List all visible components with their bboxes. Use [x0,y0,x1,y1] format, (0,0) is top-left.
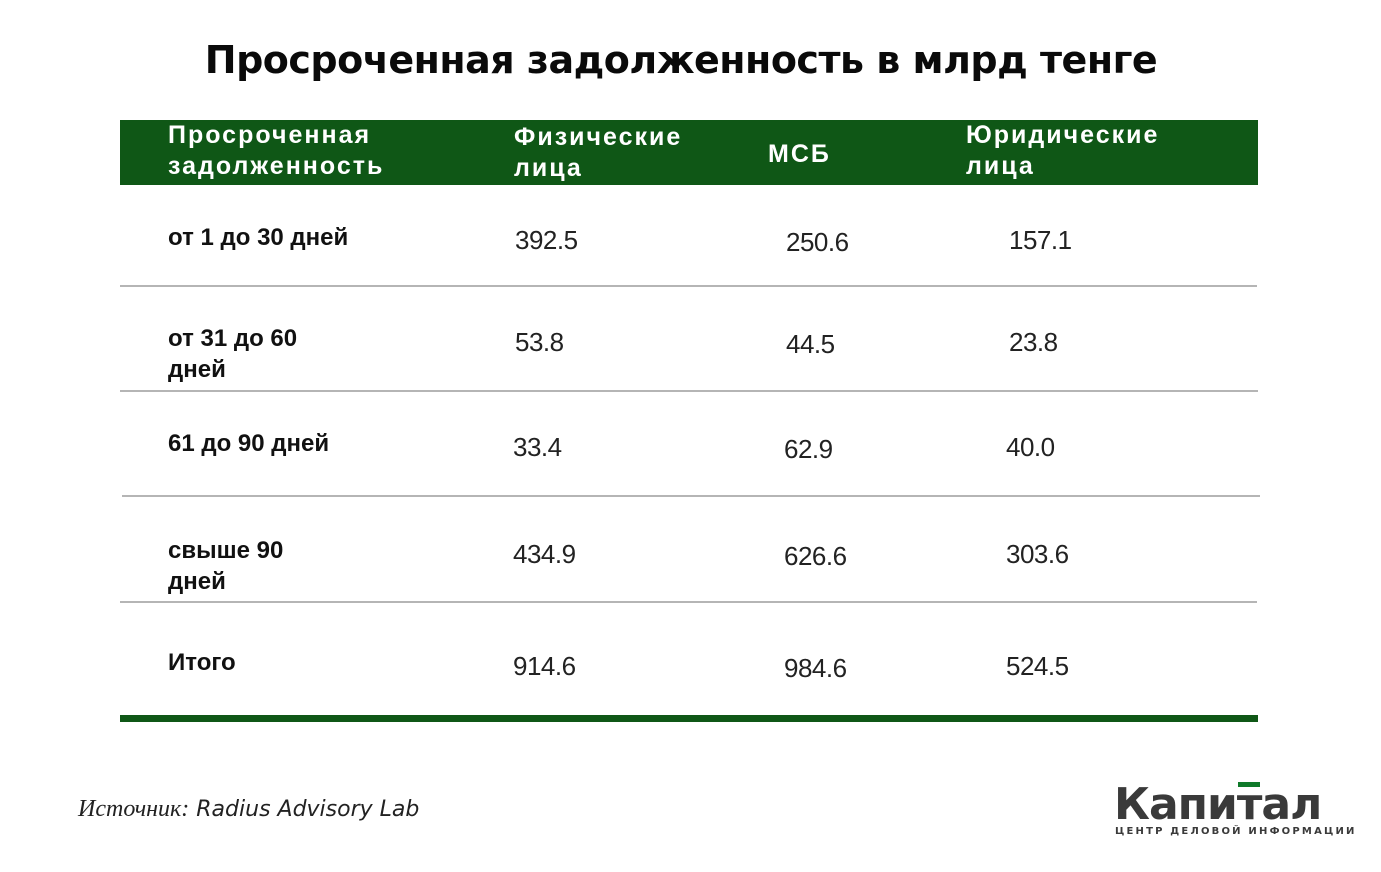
header-smb: МСБ [768,140,831,168]
cell-smb: 44.5 [786,329,835,359]
header-legal-entities: Юридические лица [966,121,1160,180]
row-divider [120,285,1257,287]
row-divider [122,495,1260,497]
header-individuals: Физические лица [514,123,683,182]
row-label: от 1 до 30 дней [168,224,349,251]
cell-legal: 40.0 [1006,432,1055,462]
kapital-logo: Капитал ЦЕНТР ДЕЛОВОЙ ИНФОРМАЦИИ [1114,779,1354,840]
table-header: Просроченная задолженность Физические ли… [120,120,1258,185]
source-text: Radius Advisory Lab [189,797,420,822]
cell-individuals-total: 914.6 [513,651,576,681]
row-divider [120,390,1258,392]
row-label: свыше 90 дней [168,537,284,595]
header-overdue: Просроченная задолженность [168,121,385,180]
row-label-total: Итого [168,649,236,676]
cell-smb: 250.6 [786,227,849,257]
row-divider [120,601,1257,603]
cell-legal: 303.6 [1006,539,1069,569]
source-note: Источник: Radius Advisory Lab [78,795,419,823]
source-label: Источник: [78,796,190,822]
logo-accent-bar [1238,782,1260,787]
logo-wordmark: Капитал [1114,779,1322,830]
cell-legal-total: 524.5 [1006,651,1069,681]
logo-subtitle: ЦЕНТР ДЕЛОВОЙ ИНФОРМАЦИИ [1115,826,1357,837]
cell-individuals: 434.9 [513,539,576,569]
row-label: 61 до 90 дней [168,430,330,457]
cell-legal: 157.1 [1009,225,1072,255]
cell-smb-total: 984.6 [784,653,847,683]
cell-legal: 23.8 [1009,327,1058,357]
table-bottom-bar [120,715,1258,722]
row-label: от 31 до 60 дней [168,325,298,383]
cell-smb: 626.6 [784,541,847,571]
cell-individuals: 392.5 [515,225,578,255]
page-title: Просроченная задолженность в млрд тенге [204,38,1158,82]
cell-individuals: 53.8 [515,327,564,357]
cell-individuals: 33.4 [513,432,562,462]
cell-smb: 62.9 [784,434,833,464]
